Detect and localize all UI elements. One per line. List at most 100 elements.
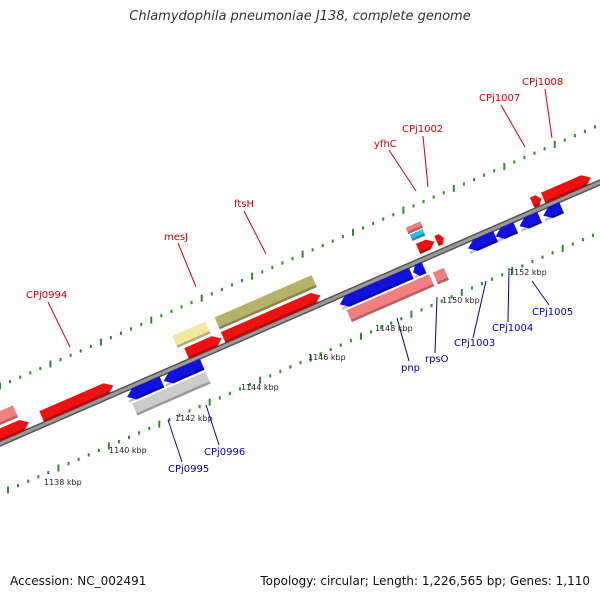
genome-title: Chlamydophila pneumoniae J138, complete … (129, 9, 471, 24)
gene-feature (163, 358, 205, 387)
minor-tick (59, 358, 62, 362)
gene-label-yfhC: yfhC (374, 139, 397, 150)
minor-tick (573, 134, 576, 138)
minor-tick (160, 314, 163, 318)
major-tick (309, 354, 312, 362)
leader-line (388, 149, 417, 192)
reverse-gene-labels: CPj0995 CPj0996 pnp rpsO CPj1003 CPj1004… (168, 307, 573, 475)
forward-tick-row (0, 125, 596, 390)
minor-tick (241, 279, 243, 283)
genome-summary-text: Topology: circular; Length: 1,226,565 bp… (260, 574, 590, 588)
minor-tick (130, 327, 133, 331)
gene-feature (0, 405, 19, 436)
leader-line (434, 296, 438, 354)
scale-label: 1150 kbp (442, 296, 480, 305)
gene-features (0, 175, 591, 444)
minor-tick (311, 248, 314, 252)
minor-tick (128, 435, 130, 439)
gene-feature (39, 383, 114, 423)
gene-feature (415, 239, 435, 254)
minor-tick (220, 287, 223, 291)
minor-tick (390, 321, 393, 325)
gene-label-ftsH: ftsH (234, 199, 254, 210)
minor-tick (79, 349, 82, 353)
minor-tick (571, 242, 574, 246)
minor-tick (523, 156, 526, 160)
minor-tick (148, 426, 151, 431)
gene-feature (339, 267, 414, 310)
minor-tick (180, 305, 183, 309)
minor-tick (392, 213, 395, 217)
minor-tick (372, 221, 375, 226)
scale-label: 1140 kbp (109, 446, 147, 455)
minor-tick (319, 352, 322, 356)
scale-label: 1142 kbp (175, 414, 213, 423)
gene-label-CPj1004: CPj1004 (492, 323, 533, 334)
minor-tick (321, 243, 324, 248)
major-tick (553, 140, 556, 148)
label-leader-lines (47, 88, 553, 463)
scale-label: 1146 kbp (308, 353, 346, 362)
gene-feature (214, 275, 317, 330)
leader-line (396, 317, 410, 362)
major-tick (511, 266, 514, 274)
minor-tick (210, 292, 213, 296)
minor-tick (228, 391, 231, 395)
major-tick (259, 376, 262, 384)
minor-tick (349, 339, 352, 343)
major-tick (360, 332, 362, 340)
major-tick (503, 162, 506, 170)
minor-tick (261, 270, 264, 274)
gene-feature (127, 376, 165, 403)
leader-line (177, 242, 197, 288)
minor-tick (440, 299, 443, 303)
major-tick (7, 486, 9, 494)
minor-tick (117, 440, 120, 444)
reverse-tick-row (7, 233, 594, 494)
gene-feature (409, 229, 426, 242)
leader-line (243, 210, 267, 255)
major-tick (561, 244, 564, 252)
minor-tick (331, 239, 334, 243)
gene-feature (519, 211, 543, 232)
leader-line (422, 135, 429, 188)
minor-tick (17, 484, 20, 488)
gene-feature (432, 267, 449, 285)
minor-tick (198, 405, 201, 409)
minor-tick (39, 366, 42, 370)
leader-line (472, 280, 487, 339)
minor-tick (521, 264, 524, 268)
gene-feature (405, 221, 424, 235)
minor-tick (218, 396, 221, 400)
gene-label-CPj1002: CPj1002 (402, 124, 443, 135)
minor-tick (138, 431, 141, 435)
minor-tick (9, 380, 12, 384)
minor-tick (281, 261, 284, 265)
minor-tick (581, 238, 584, 242)
major-tick (150, 316, 153, 324)
minor-tick (341, 235, 344, 239)
minor-tick (493, 169, 496, 173)
scale-label: 1144 kbp (241, 383, 279, 392)
minor-tick (27, 479, 30, 483)
leader-line (507, 267, 510, 323)
gene-label-rpsO: rpsO (425, 354, 449, 365)
minor-tick (543, 147, 546, 151)
gene-feature (413, 262, 427, 278)
minor-tick (339, 343, 342, 347)
gene-label-pnp: pnp (401, 363, 420, 374)
major-tick (452, 184, 455, 192)
minor-tick (190, 301, 193, 305)
minor-tick (450, 295, 453, 299)
leader-line (205, 404, 220, 446)
forward-gene-labels: CPj0994 mesJ ftsH yfhC CPj1002 CPj1007 C… (26, 77, 563, 301)
gene-label-CPj1003: CPj1003 (454, 338, 495, 349)
major-tick (99, 338, 102, 346)
major-tick (107, 442, 110, 450)
minor-tick (269, 374, 272, 378)
minor-tick (87, 453, 90, 457)
minor-tick (289, 365, 292, 369)
major-tick (301, 250, 304, 258)
minor-tick (591, 233, 594, 237)
minor-tick (249, 383, 251, 387)
